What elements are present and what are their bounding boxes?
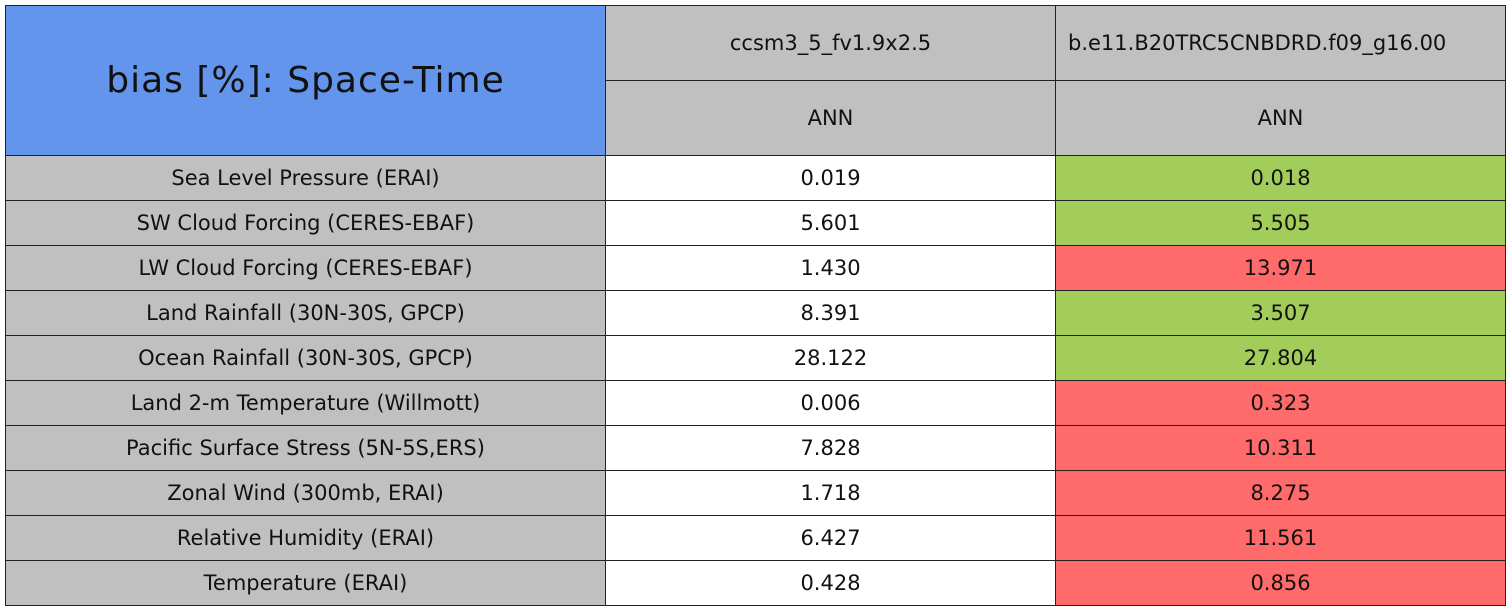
row-label: LW Cloud Forcing (CERES-EBAF): [5, 245, 606, 291]
value-cell: 5.505: [1055, 200, 1506, 246]
bias-table: bias [%]: Space-Time ccsm3_5_fv1.9x2.5 AN…: [5, 5, 1506, 606]
row-label: Pacific Surface Stress (5N-5S,ERS): [5, 425, 606, 471]
value-cell: 8.275: [1055, 470, 1506, 516]
row-label: Relative Humidity (ERAI): [5, 515, 606, 561]
value-cell: 0.006: [605, 380, 1056, 426]
value-cell: 0.018: [1055, 155, 1506, 201]
row-label: Ocean Rainfall (30N-30S, GPCP): [5, 335, 606, 381]
value-cell: 5.601: [605, 200, 1056, 246]
value-cell: 10.311: [1055, 425, 1506, 471]
value-cell: 6.427: [605, 515, 1056, 561]
row-label: Sea Level Pressure (ERAI): [5, 155, 606, 201]
value-cell: 0.428: [605, 560, 1056, 606]
value-cell: 11.561: [1055, 515, 1506, 561]
table-title: bias [%]: Space-Time: [5, 5, 606, 156]
column-season: ANN: [605, 80, 1056, 156]
value-cell: 1.430: [605, 245, 1056, 291]
value-cell: 13.971: [1055, 245, 1506, 291]
row-label: Land 2-m Temperature (Willmott): [5, 380, 606, 426]
row-label: Temperature (ERAI): [5, 560, 606, 606]
value-cell: 28.122: [605, 335, 1056, 381]
column-season: ANN: [1055, 80, 1506, 156]
value-cell: 1.718: [605, 470, 1056, 516]
value-cell: 0.019: [605, 155, 1056, 201]
value-cell: 8.391: [605, 290, 1056, 336]
value-cell: 0.323: [1055, 380, 1506, 426]
value-cell: 7.828: [605, 425, 1056, 471]
column-name: ccsm3_5_fv1.9x2.5: [605, 5, 1056, 81]
value-cell: 3.507: [1055, 290, 1506, 336]
column-name: b.e11.B20TRC5CNBDRD.f09_g16.00: [1055, 5, 1506, 81]
row-label: Land Rainfall (30N-30S, GPCP): [5, 290, 606, 336]
row-label: Zonal Wind (300mb, ERAI): [5, 470, 606, 516]
value-cell: 27.804: [1055, 335, 1506, 381]
row-label: SW Cloud Forcing (CERES-EBAF): [5, 200, 606, 246]
value-cell: 0.856: [1055, 560, 1506, 606]
